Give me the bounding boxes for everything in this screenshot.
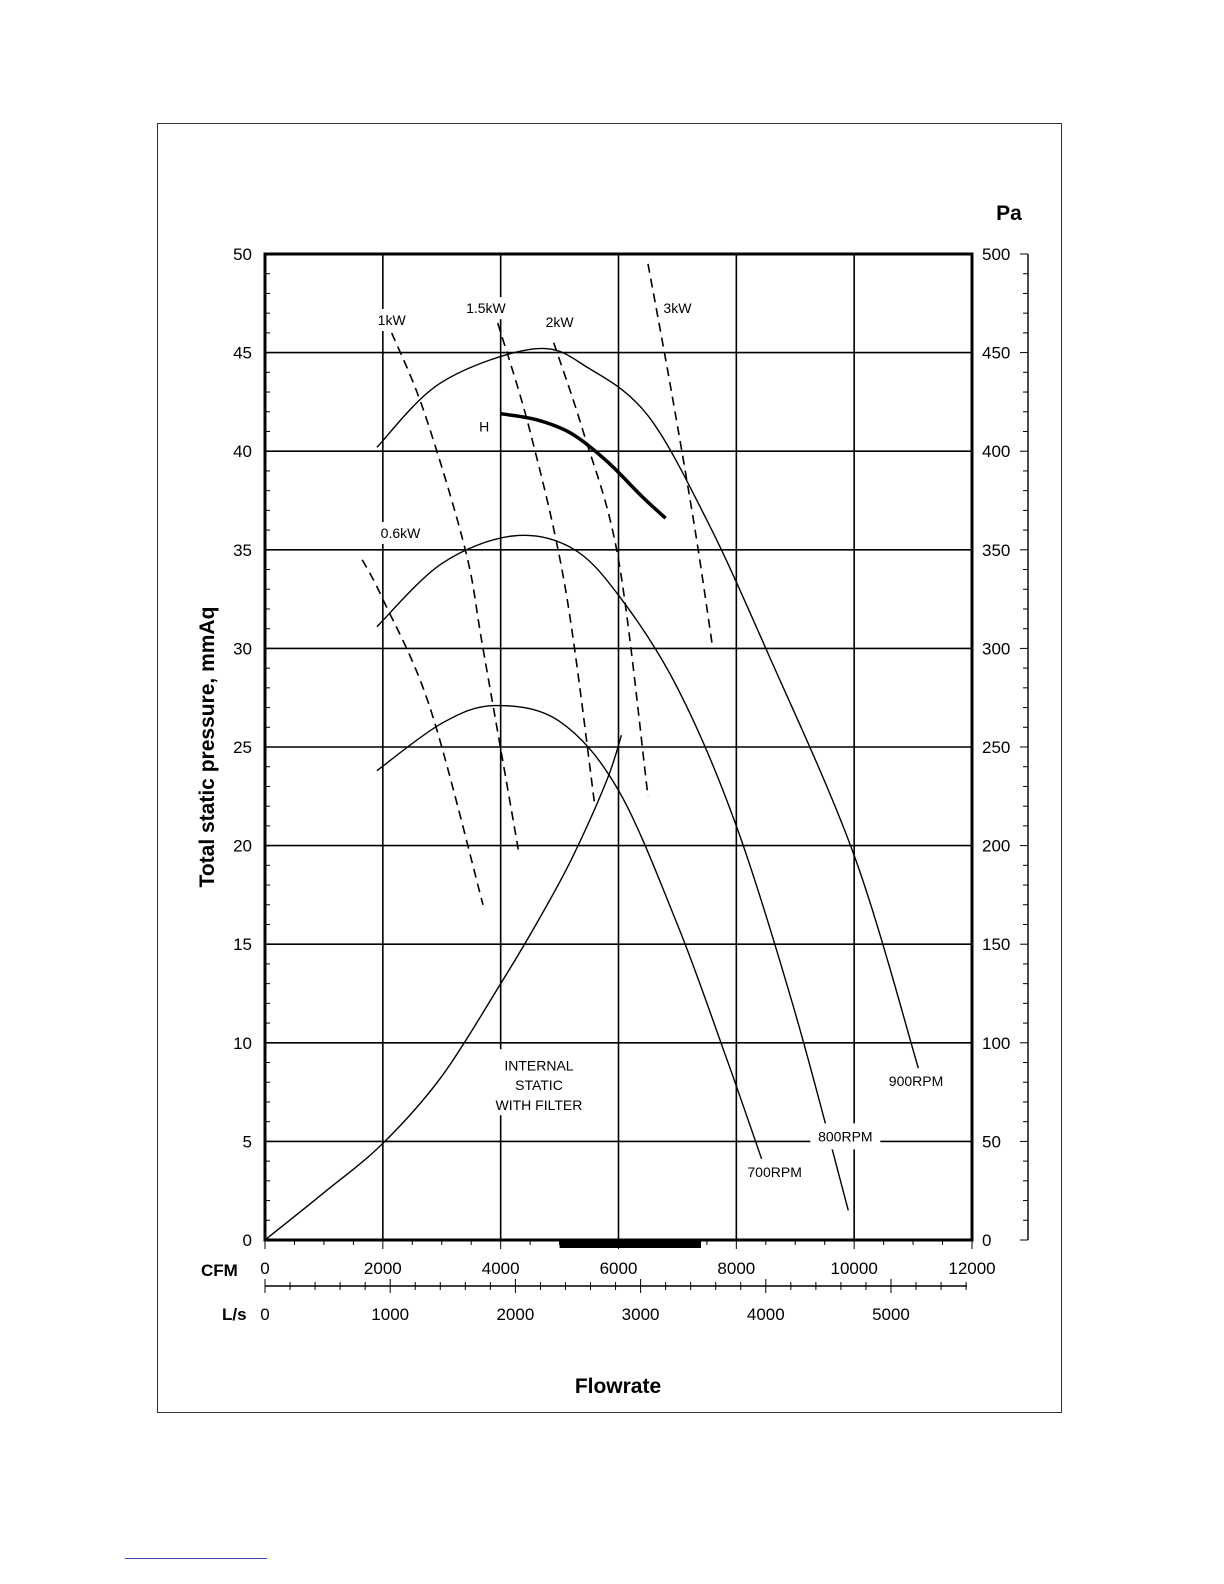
y-tick-label: 25 — [233, 738, 252, 757]
rpm-curve-label: 700RPM — [747, 1164, 801, 1180]
footnote-rule — [125, 1558, 267, 1559]
x2-tick-label: 5000 — [872, 1305, 910, 1324]
y2-tick-label: 50 — [982, 1132, 1001, 1151]
x-tick-label: 8000 — [717, 1259, 755, 1278]
ls-axis-label: L/s — [222, 1305, 247, 1324]
rpm-curve-800rpm — [376, 534, 849, 1211]
power-line-label: 1.5kW — [466, 300, 506, 316]
y2-tick-label: 300 — [982, 639, 1010, 658]
label-background — [374, 521, 428, 544]
label-background — [739, 1158, 810, 1185]
power-line-label: 3kW — [663, 300, 692, 316]
rpm-curve-900rpm — [376, 347, 920, 1071]
h-curve-label: H — [479, 418, 489, 434]
h-curve — [500, 411, 667, 520]
power-line-0-6kw — [361, 559, 484, 906]
power-line-label: 2kW — [546, 314, 575, 330]
y-tick-label: 10 — [233, 1034, 252, 1053]
y-tick-label: 0 — [243, 1231, 252, 1250]
y2-tick-label: 350 — [982, 541, 1010, 560]
y-tick-label: 45 — [233, 344, 252, 363]
y2-tick-label: 450 — [982, 344, 1010, 363]
y2-tick-label: 0 — [982, 1231, 991, 1250]
chart-frame — [157, 123, 1062, 1413]
y2-tick-label: 400 — [982, 442, 1010, 461]
power-line-label: 0.6kW — [381, 525, 421, 541]
y2-tick-label: 200 — [982, 837, 1010, 856]
label-background — [659, 297, 695, 320]
y-tick-label: 20 — [233, 837, 252, 856]
label-background — [881, 1068, 952, 1095]
internal-static-label-line3: WITH FILTER — [496, 1097, 583, 1113]
plot-border — [263, 252, 974, 1242]
x-tick-label: 6000 — [600, 1259, 638, 1278]
label-background — [459, 297, 513, 320]
system-curve — [264, 734, 623, 1241]
y-tick-label: 50 — [233, 245, 252, 264]
x-tick-label: 4000 — [482, 1259, 520, 1278]
x2-tick-label: 1000 — [371, 1305, 409, 1324]
x2-tick-label: 0 — [260, 1305, 269, 1324]
operating-range-bar — [559, 1239, 701, 1248]
power-line-2kw — [552, 342, 649, 797]
minor-ticks — [264, 253, 1029, 1293]
x-tick-label: 0 — [260, 1259, 269, 1278]
y-tick-label: 15 — [233, 935, 252, 954]
rpm-curve-label: 900RPM — [889, 1073, 943, 1089]
label-background — [810, 1123, 881, 1150]
y2-tick-label: 100 — [982, 1034, 1010, 1053]
rpm-curve-700rpm — [376, 704, 767, 1172]
label-background — [542, 310, 578, 333]
y-tick-label: 30 — [233, 639, 252, 658]
x2-tick-label: 4000 — [747, 1305, 785, 1324]
power-line-label: 1kW — [378, 312, 407, 328]
power-line-3kw — [647, 263, 714, 649]
y-tick-label: 35 — [233, 541, 252, 560]
y2-tick-label: 150 — [982, 935, 1010, 954]
y2-tick-label: 250 — [982, 738, 1010, 757]
y-tick-label: 40 — [233, 442, 252, 461]
y-tick-label: 5 — [243, 1132, 252, 1151]
power-line-1kw — [390, 332, 520, 850]
power-line-1-5kw — [496, 322, 596, 807]
label-background — [477, 1049, 590, 1116]
label-background — [374, 308, 410, 331]
y-axis-title: Total static pressure, mmAq — [196, 607, 219, 888]
x-tick-label: 10000 — [831, 1259, 878, 1278]
curves — [264, 263, 920, 1248]
x2-tick-label: 3000 — [622, 1305, 660, 1324]
x-axis-title: Flowrate — [575, 1375, 661, 1398]
y2-axis-title: Pa — [996, 202, 1022, 225]
y2-tick-label: 500 — [982, 245, 1010, 264]
x-tick-label: 12000 — [948, 1259, 995, 1278]
rpm-curve-label: 800RPM — [818, 1128, 872, 1144]
x2-tick-label: 2000 — [496, 1305, 534, 1324]
internal-static-label-line2: STATIC — [515, 1077, 563, 1093]
cfm-axis-label: CFM — [201, 1261, 238, 1280]
x-tick-label: 2000 — [364, 1259, 402, 1278]
internal-static-label-line1: INTERNAL — [504, 1057, 573, 1073]
